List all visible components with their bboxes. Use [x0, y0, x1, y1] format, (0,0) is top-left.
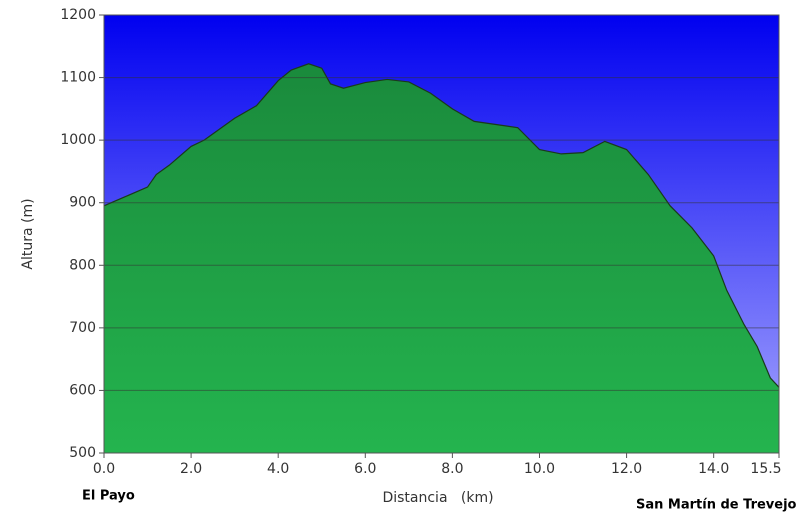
x-tick-label: 6.0 — [354, 461, 376, 477]
x-tick-label: 4.0 — [267, 461, 289, 477]
y-tick-label: 600 — [69, 382, 96, 398]
y-tick-label: 700 — [69, 320, 96, 336]
x-tick-label: 0.0 — [93, 461, 115, 477]
elevation-area — [104, 63, 779, 453]
start-label: El Payo — [82, 489, 135, 504]
y-tick-label: 1200 — [60, 7, 96, 23]
y-tick-label: 900 — [69, 195, 96, 211]
end-label: San Martín de Trevejo — [636, 498, 797, 513]
y-tick-label: 800 — [69, 257, 96, 273]
y-axis-label: Altura (m) — [20, 198, 36, 269]
x-tick-label: 14.0 — [698, 461, 729, 477]
x-tick-label: 10.0 — [524, 461, 555, 477]
x-tick-label: 8.0 — [441, 461, 463, 477]
x-tick-label: 15.5 — [750, 461, 781, 477]
plot-frame — [103, 14, 780, 454]
x-axis-label: Distancia (km) — [382, 490, 493, 506]
elevation-line — [103, 63, 780, 388]
x-tick-label: 12.0 — [611, 461, 642, 477]
y-tick-label: 1100 — [60, 70, 96, 86]
y-tick-label: 500 — [69, 445, 96, 461]
x-tick-label: 2.0 — [180, 461, 202, 477]
y-tick-label: 1000 — [60, 132, 96, 148]
